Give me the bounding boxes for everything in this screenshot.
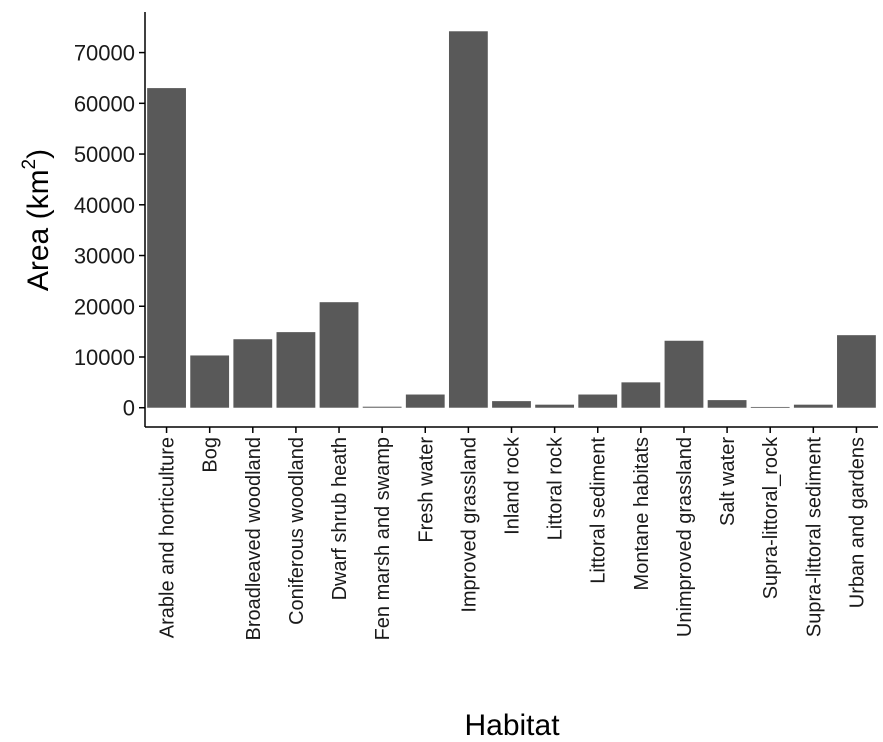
x-tick-label: Supra-littoral_rock	[760, 436, 782, 599]
x-tick-label: Fen marsh and swamp	[372, 437, 394, 640]
y-tick-label: 20000	[74, 294, 135, 319]
x-tick-label: Bog	[200, 437, 222, 473]
x-tick-label: Supra-littoral sediment	[803, 437, 825, 638]
bar-14	[707, 400, 747, 408]
bar-2	[190, 355, 230, 408]
bar-16	[793, 404, 833, 408]
y-axis-title-text: Area (km	[22, 169, 55, 291]
y-tick-label: 40000	[74, 193, 135, 218]
y-axis-title-superscript: 2	[19, 159, 40, 170]
x-tick-label: Broadleaved woodland	[243, 437, 265, 641]
bar-12	[621, 382, 661, 408]
bar-9	[492, 401, 531, 408]
y-tick-label: 30000	[74, 244, 135, 269]
x-tick-label: Littoral rock	[545, 436, 567, 540]
x-ticks: Arable and horticulture Bog Broadleaved wo…	[157, 427, 868, 641]
bar-1	[147, 88, 186, 408]
x-axis-title: Habitat	[464, 709, 560, 742]
bar-6	[362, 406, 402, 408]
x-tick-label: Inland rock	[502, 436, 524, 535]
x-tick-label: Fresh water	[415, 437, 437, 543]
x-tick-label: Salt water	[717, 437, 739, 526]
bar-8	[448, 31, 488, 408]
y-tick-label: 10000	[74, 345, 135, 370]
bar-10	[535, 404, 575, 408]
bar-4	[276, 332, 316, 408]
x-tick-label: Dwarf shrub heath	[329, 437, 351, 600]
bar-7	[405, 394, 445, 408]
y-axis-title: Area (km2)	[19, 149, 55, 291]
bar-13	[664, 340, 704, 408]
y-ticks: 0 10000 20000 30000 40000 50000 60000 70000	[74, 41, 145, 421]
x-tick-label: Urban and gardens	[846, 437, 868, 608]
y-tick-label: 70000	[74, 41, 135, 66]
x-tick-label: Unimproved grassland	[674, 437, 696, 637]
y-axis-title-suffix: )	[22, 149, 55, 159]
y-tick-label: 60000	[74, 91, 135, 116]
x-tick-label: Montane habitats	[631, 437, 653, 590]
x-tick-label: Coniferous woodland	[286, 437, 308, 625]
bars-layer	[147, 31, 876, 408]
bar-11	[578, 394, 618, 408]
x-tick-label: Littoral sediment	[588, 437, 610, 584]
bar-5	[319, 302, 359, 408]
bar-3	[233, 339, 273, 408]
y-tick-label: 0	[123, 396, 135, 421]
x-tick-label: Arable and horticulture	[157, 437, 179, 638]
x-tick-label: Improved grassland	[458, 437, 480, 613]
bar-15	[750, 406, 790, 408]
y-tick-label: 50000	[74, 142, 135, 167]
bar-17	[837, 335, 876, 408]
